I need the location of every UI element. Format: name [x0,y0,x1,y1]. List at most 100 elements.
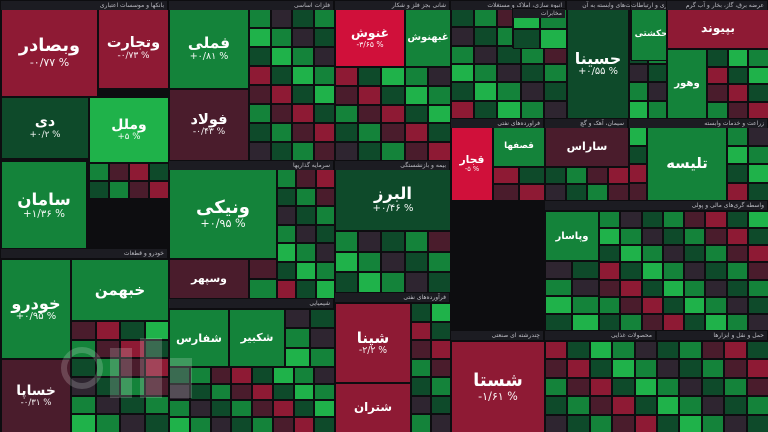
minor-tile[interactable] [292,104,314,123]
minor-tile[interactable] [540,29,567,49]
sector-1[interactable]: فملی +۰/۸۱ % فولاد -۰/۴۳ % فلزات اساسی [168,0,335,161]
minor-tile[interactable] [431,395,451,415]
minor-tile[interactable] [519,167,545,184]
minor-tile[interactable] [129,181,149,199]
minor-tile[interactable] [474,27,498,46]
minor-tile[interactable] [249,47,271,66]
minor-tile[interactable] [726,279,748,297]
stock-tile[interactable]: خبهمن [71,259,169,321]
minor-tile[interactable] [313,66,335,85]
minor-tile[interactable] [95,358,120,377]
minor-tile[interactable] [231,400,252,417]
minor-tile[interactable] [634,377,657,397]
minor-tile[interactable] [657,359,680,378]
minor-tile[interactable] [296,169,316,188]
minor-tile[interactable] [747,279,768,297]
minor-tile[interactable] [657,341,680,360]
minor-tile[interactable] [726,228,748,246]
minor-tile[interactable] [662,262,684,280]
minor-tile[interactable] [272,383,294,400]
minor-tile[interactable] [358,104,382,124]
stock-tile[interactable]: وملل +۵ % [89,97,169,163]
minor-tile[interactable] [520,82,544,101]
minor-tile[interactable] [545,167,566,184]
minor-tile[interactable] [705,228,727,246]
minor-tile[interactable] [679,414,702,432]
minor-tile[interactable] [684,245,706,263]
minor-tile[interactable] [277,224,297,244]
minor-tile[interactable] [296,243,316,262]
minor-tile[interactable] [95,321,120,340]
minor-tile[interactable] [427,142,451,161]
minor-tile[interactable] [285,328,310,348]
minor-tile[interactable] [252,367,273,384]
minor-tile[interactable] [474,100,498,119]
minor-tile[interactable] [545,261,572,279]
minor-tile[interactable] [144,414,169,432]
minor-tile[interactable] [381,142,405,161]
minor-tile[interactable] [270,85,292,104]
minor-tile[interactable] [629,100,648,119]
minor-tile[interactable] [589,414,613,432]
stock-tile[interactable]: وسپهر [169,259,249,299]
minor-tile[interactable] [285,309,310,329]
minor-tile[interactable] [620,279,642,297]
minor-tile[interactable] [427,67,451,86]
minor-tile[interactable] [270,142,292,161]
minor-tile[interactable] [707,66,728,84]
stock-tile[interactable]: ونیکی +۰/۹۵ % [169,169,277,259]
minor-tile[interactable] [599,245,621,263]
minor-tile[interactable] [285,347,310,367]
sector-12[interactable]: تلیسه زراعت و خدمات وابسته [628,118,768,201]
minor-tile[interactable] [599,211,621,229]
minor-tile[interactable] [296,261,316,281]
minor-tile[interactable] [381,123,405,143]
minor-tile[interactable] [315,169,335,188]
minor-tile[interactable] [296,280,316,299]
minor-tile[interactable] [272,367,294,384]
minor-tile[interactable] [587,167,608,184]
minor-tile[interactable] [292,66,314,85]
stock-tile[interactable]: حکشتی [631,9,671,61]
stock-tile[interactable]: شکبیر [229,309,285,367]
minor-tile[interactable] [120,414,145,432]
minor-tile[interactable] [746,414,768,432]
minor-tile[interactable] [748,182,768,201]
minor-tile[interactable] [149,181,169,199]
minor-tile[interactable] [431,303,451,322]
sector-6[interactable]: حکشتی حمل و نقل، انبارداری و ارتباطات [630,0,671,61]
minor-tile[interactable] [748,145,768,164]
minor-tile[interactable] [358,85,382,105]
minor-tile[interactable] [748,127,768,146]
minor-tile[interactable] [589,341,613,360]
minor-tile[interactable] [95,414,120,432]
minor-tile[interactable] [572,278,599,296]
minor-tile[interactable] [684,262,706,280]
minor-tile[interactable] [634,359,657,378]
minor-tile[interactable] [210,367,232,384]
minor-tile[interactable] [427,251,451,273]
minor-tile[interactable] [705,245,727,263]
stock-tile[interactable]: وهور [667,49,707,119]
minor-tile[interactable] [149,163,169,181]
minor-tile[interactable] [662,313,684,331]
stock-tile[interactable]: تلیسه [647,127,727,201]
minor-tile[interactable] [724,377,747,397]
stock-tile[interactable]: وپاسار [545,211,599,261]
minor-tile[interactable] [746,396,768,415]
minor-tile[interactable] [315,206,335,225]
minor-tile[interactable] [358,231,382,252]
minor-tile[interactable] [427,231,451,252]
minor-tile[interactable] [169,400,190,417]
minor-tile[interactable] [520,100,544,119]
minor-tile[interactable] [431,340,451,359]
minor-tile[interactable] [701,377,725,397]
minor-tile[interactable] [572,261,599,279]
minor-tile[interactable] [545,296,572,314]
minor-tile[interactable] [612,414,635,432]
minor-tile[interactable] [404,104,428,124]
minor-tile[interactable] [727,84,749,102]
minor-tile[interactable] [629,145,647,164]
minor-tile[interactable] [277,243,297,262]
minor-tile[interactable] [358,251,382,273]
